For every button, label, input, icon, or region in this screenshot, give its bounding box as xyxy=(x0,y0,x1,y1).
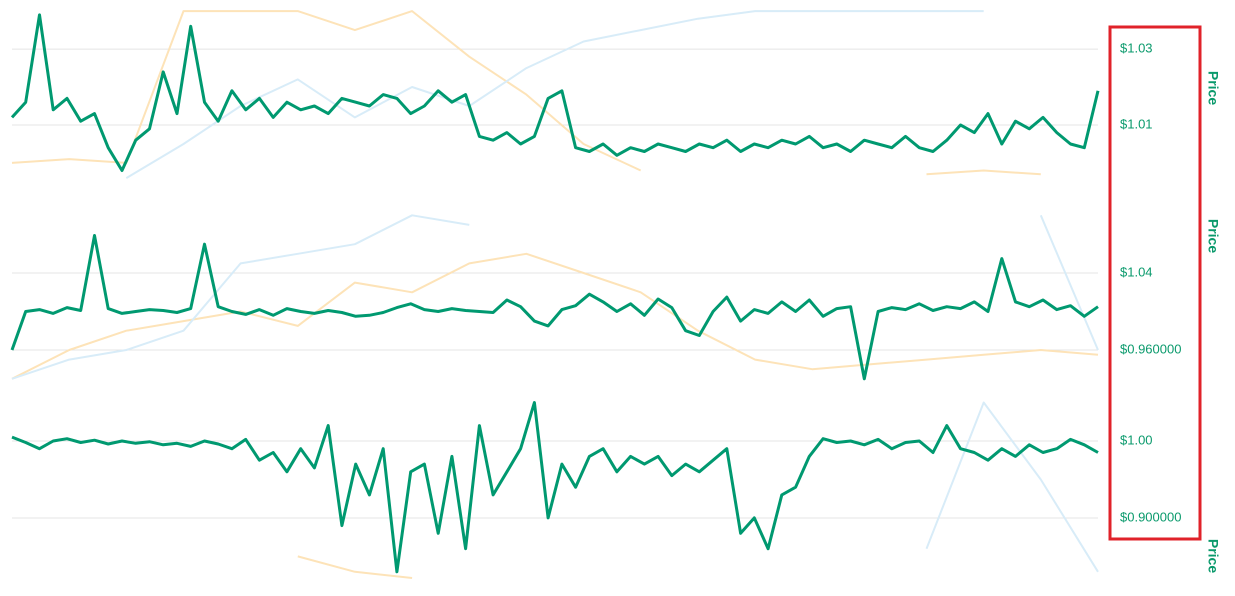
y-tick-label: $1.04 xyxy=(1120,264,1153,279)
background-line xyxy=(125,10,984,179)
price-line xyxy=(11,401,1099,574)
background-line xyxy=(925,401,1099,573)
y-axis-title: Price xyxy=(1205,71,1221,105)
background-line xyxy=(11,214,1099,380)
y-tick-label: $0.960000 xyxy=(1120,341,1181,356)
price-line xyxy=(10,13,1100,172)
background-line xyxy=(297,555,413,579)
y-tick-label: $1.01 xyxy=(1120,116,1153,131)
highlight-box xyxy=(1108,25,1202,541)
y-tick-label: $1.03 xyxy=(1120,41,1153,56)
price-line xyxy=(10,234,1099,381)
y-axis-title: Price xyxy=(1205,219,1221,253)
y-axis-title: Price xyxy=(1205,539,1221,573)
y-tick-label: $0.900000 xyxy=(1120,509,1181,524)
background-line xyxy=(11,10,1041,176)
y-tick-label: $1.00 xyxy=(1120,432,1153,447)
